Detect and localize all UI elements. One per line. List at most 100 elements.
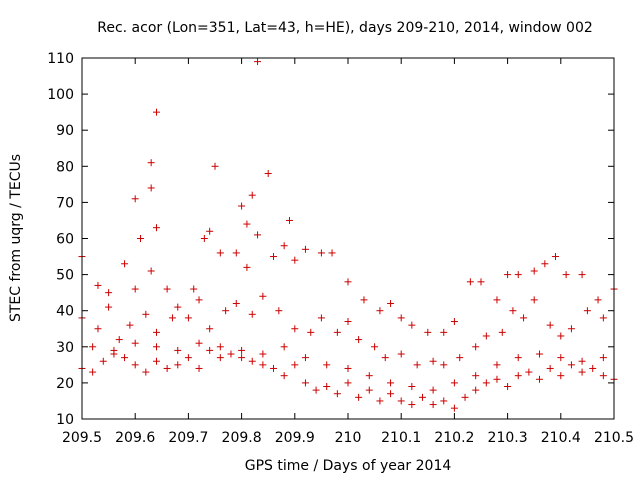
data-point bbox=[514, 354, 522, 362]
data-point bbox=[254, 231, 262, 239]
data-point bbox=[551, 253, 559, 261]
y-tick-label: 110 bbox=[47, 51, 74, 67]
data-point bbox=[238, 354, 246, 362]
data-point bbox=[147, 267, 155, 275]
data-point bbox=[152, 328, 160, 336]
data-point bbox=[482, 332, 490, 340]
data-point bbox=[413, 361, 421, 369]
data-point bbox=[578, 357, 586, 365]
data-point bbox=[472, 372, 480, 380]
data-point bbox=[211, 162, 219, 170]
data-point bbox=[131, 339, 139, 347]
data-point bbox=[110, 350, 118, 358]
data-point bbox=[466, 278, 474, 286]
data-point bbox=[424, 328, 432, 336]
data-point bbox=[557, 332, 565, 340]
data-point bbox=[397, 397, 405, 405]
data-point bbox=[450, 379, 458, 387]
data-point bbox=[216, 354, 224, 362]
data-point bbox=[344, 364, 352, 372]
data-point bbox=[344, 379, 352, 387]
data-point bbox=[429, 357, 437, 365]
data-point bbox=[536, 375, 544, 383]
data-point bbox=[530, 267, 538, 275]
data-point bbox=[174, 346, 182, 354]
data-point bbox=[408, 321, 416, 329]
x-tick-label: 209.7 bbox=[168, 430, 208, 446]
data-point bbox=[567, 325, 575, 333]
y-tick-label: 20 bbox=[56, 376, 74, 392]
data-point bbox=[599, 354, 607, 362]
data-point bbox=[238, 346, 246, 354]
data-point bbox=[557, 354, 565, 362]
data-point bbox=[301, 245, 309, 253]
y-axis-label: STEC from uqrg / TECUs bbox=[8, 154, 24, 322]
data-point bbox=[280, 372, 288, 380]
data-point bbox=[365, 372, 373, 380]
data-point bbox=[493, 361, 501, 369]
data-point bbox=[477, 278, 485, 286]
data-point bbox=[200, 235, 208, 242]
data-point bbox=[594, 296, 602, 304]
data-point bbox=[270, 253, 278, 261]
data-point bbox=[216, 343, 224, 351]
data-point bbox=[520, 314, 528, 322]
data-point bbox=[599, 314, 607, 322]
data-point bbox=[291, 361, 299, 369]
data-point bbox=[275, 307, 283, 315]
data-point bbox=[429, 386, 437, 394]
data-point bbox=[333, 390, 341, 398]
data-point bbox=[152, 108, 160, 116]
y-tick-label: 80 bbox=[56, 159, 74, 175]
data-point bbox=[131, 195, 139, 203]
data-point bbox=[440, 328, 448, 336]
data-point bbox=[115, 336, 123, 344]
data-point bbox=[493, 296, 501, 304]
data-point bbox=[599, 372, 607, 380]
data-point bbox=[355, 393, 363, 401]
data-point bbox=[152, 224, 160, 232]
data-point bbox=[408, 401, 416, 409]
data-point bbox=[578, 368, 586, 376]
data-point bbox=[195, 364, 203, 372]
x-tick-label: 209.8 bbox=[222, 430, 262, 446]
data-point bbox=[312, 386, 320, 394]
data-point bbox=[546, 364, 554, 372]
data-point bbox=[317, 314, 325, 322]
data-point bbox=[440, 397, 448, 405]
data-point bbox=[280, 343, 288, 351]
data-point bbox=[504, 383, 512, 391]
data-point bbox=[493, 375, 501, 383]
data-point bbox=[365, 386, 373, 394]
data-point bbox=[291, 325, 299, 333]
data-point bbox=[190, 285, 198, 293]
data-point bbox=[152, 357, 160, 365]
plot-frame bbox=[81, 57, 615, 420]
data-point bbox=[301, 379, 309, 387]
data-point bbox=[387, 299, 395, 307]
data-point bbox=[163, 285, 171, 293]
x-axis-label: GPS time / Days of year 2014 bbox=[245, 458, 452, 474]
x-tick-label: 210.5 bbox=[594, 430, 634, 446]
data-point bbox=[105, 289, 113, 297]
data-point bbox=[562, 271, 570, 279]
data-point bbox=[206, 346, 214, 354]
y-tick-label: 50 bbox=[56, 268, 74, 284]
data-point bbox=[222, 307, 230, 315]
data-point bbox=[472, 386, 480, 394]
data-point bbox=[147, 159, 155, 167]
data-point bbox=[280, 242, 288, 250]
data-point bbox=[243, 263, 251, 271]
data-point bbox=[270, 364, 278, 372]
data-point bbox=[184, 354, 192, 362]
data-point bbox=[429, 401, 437, 409]
y-tick-label: 10 bbox=[56, 412, 74, 428]
data-point bbox=[472, 343, 480, 351]
x-tick-label: 210 bbox=[335, 430, 362, 446]
x-tick-label: 210.2 bbox=[434, 430, 474, 446]
data-point bbox=[248, 310, 256, 318]
data-point bbox=[456, 354, 464, 362]
data-point bbox=[301, 354, 309, 362]
data-point bbox=[498, 328, 506, 336]
